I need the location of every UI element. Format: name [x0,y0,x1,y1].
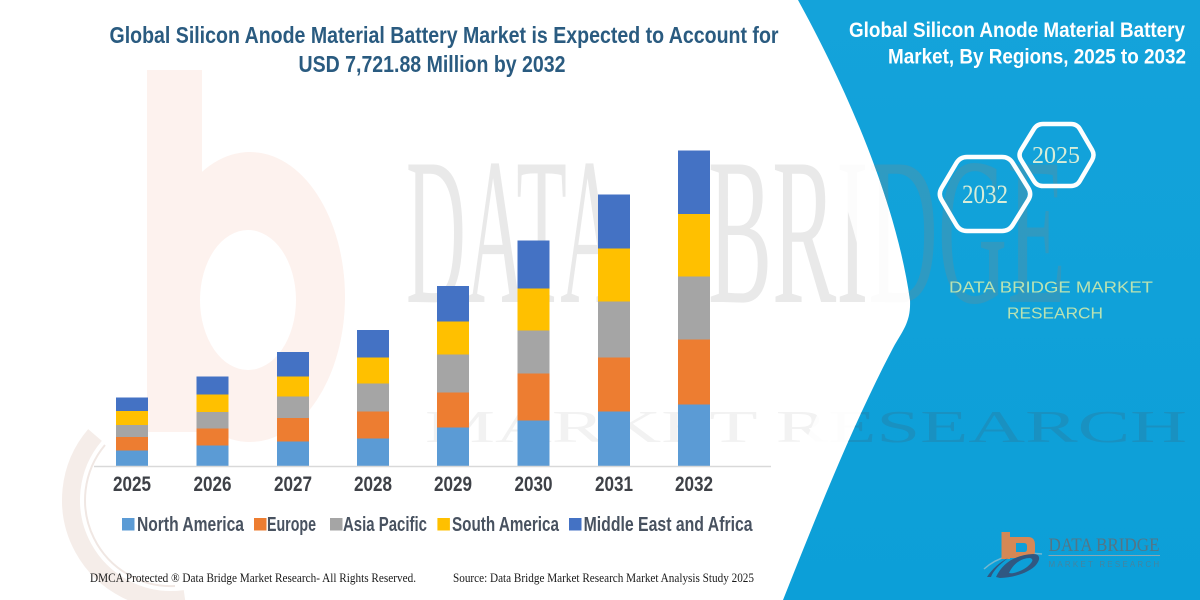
svg-text:DATA BRIDGE MARKET: DATA BRIDGE MARKET [949,280,1153,297]
svg-text:Market, By Regions, 2025 to 20: Market, By Regions, 2025 to 2032 [888,46,1186,69]
svg-text:2031: 2031 [595,473,633,496]
svg-text:Asia Pacific: Asia Pacific [343,514,427,536]
svg-text:MARKET RESEARCH: MARKET RESEARCH [1049,560,1162,569]
svg-text:2027: 2027 [274,473,312,496]
svg-text:Global Silicon Anode Material: Global Silicon Anode Material Battery [849,19,1185,42]
svg-text:Middle East and Africa: Middle East and Africa [584,514,754,536]
svg-text:RESEARCH: RESEARCH [1007,306,1103,323]
svg-text:2029: 2029 [434,473,472,496]
svg-text:DMCA Protected ® Data Bridge M: DMCA Protected ® Data Bridge Market Rese… [90,570,416,585]
svg-text:Europe: Europe [267,514,316,536]
svg-text:Source: Data Bridge Market Res: Source: Data Bridge Market Research Mark… [453,570,754,585]
svg-text:2025: 2025 [113,473,151,496]
svg-text:2032: 2032 [962,180,1008,209]
svg-text:2026: 2026 [194,473,232,496]
svg-text:2032: 2032 [675,473,713,496]
svg-text:2028: 2028 [354,473,392,496]
svg-text:2025: 2025 [1032,143,1080,169]
svg-text:DATA BRIDGE: DATA BRIDGE [1049,535,1160,556]
svg-text:Global Silicon Anode Material: Global Silicon Anode Material Battery Ma… [110,22,779,48]
svg-text:South America: South America [452,514,560,536]
svg-text:USD 7,721.88 Million by 2032: USD 7,721.88 Million by 2032 [299,51,566,77]
svg-text:2030: 2030 [515,473,553,496]
svg-text:North America: North America [137,514,245,536]
